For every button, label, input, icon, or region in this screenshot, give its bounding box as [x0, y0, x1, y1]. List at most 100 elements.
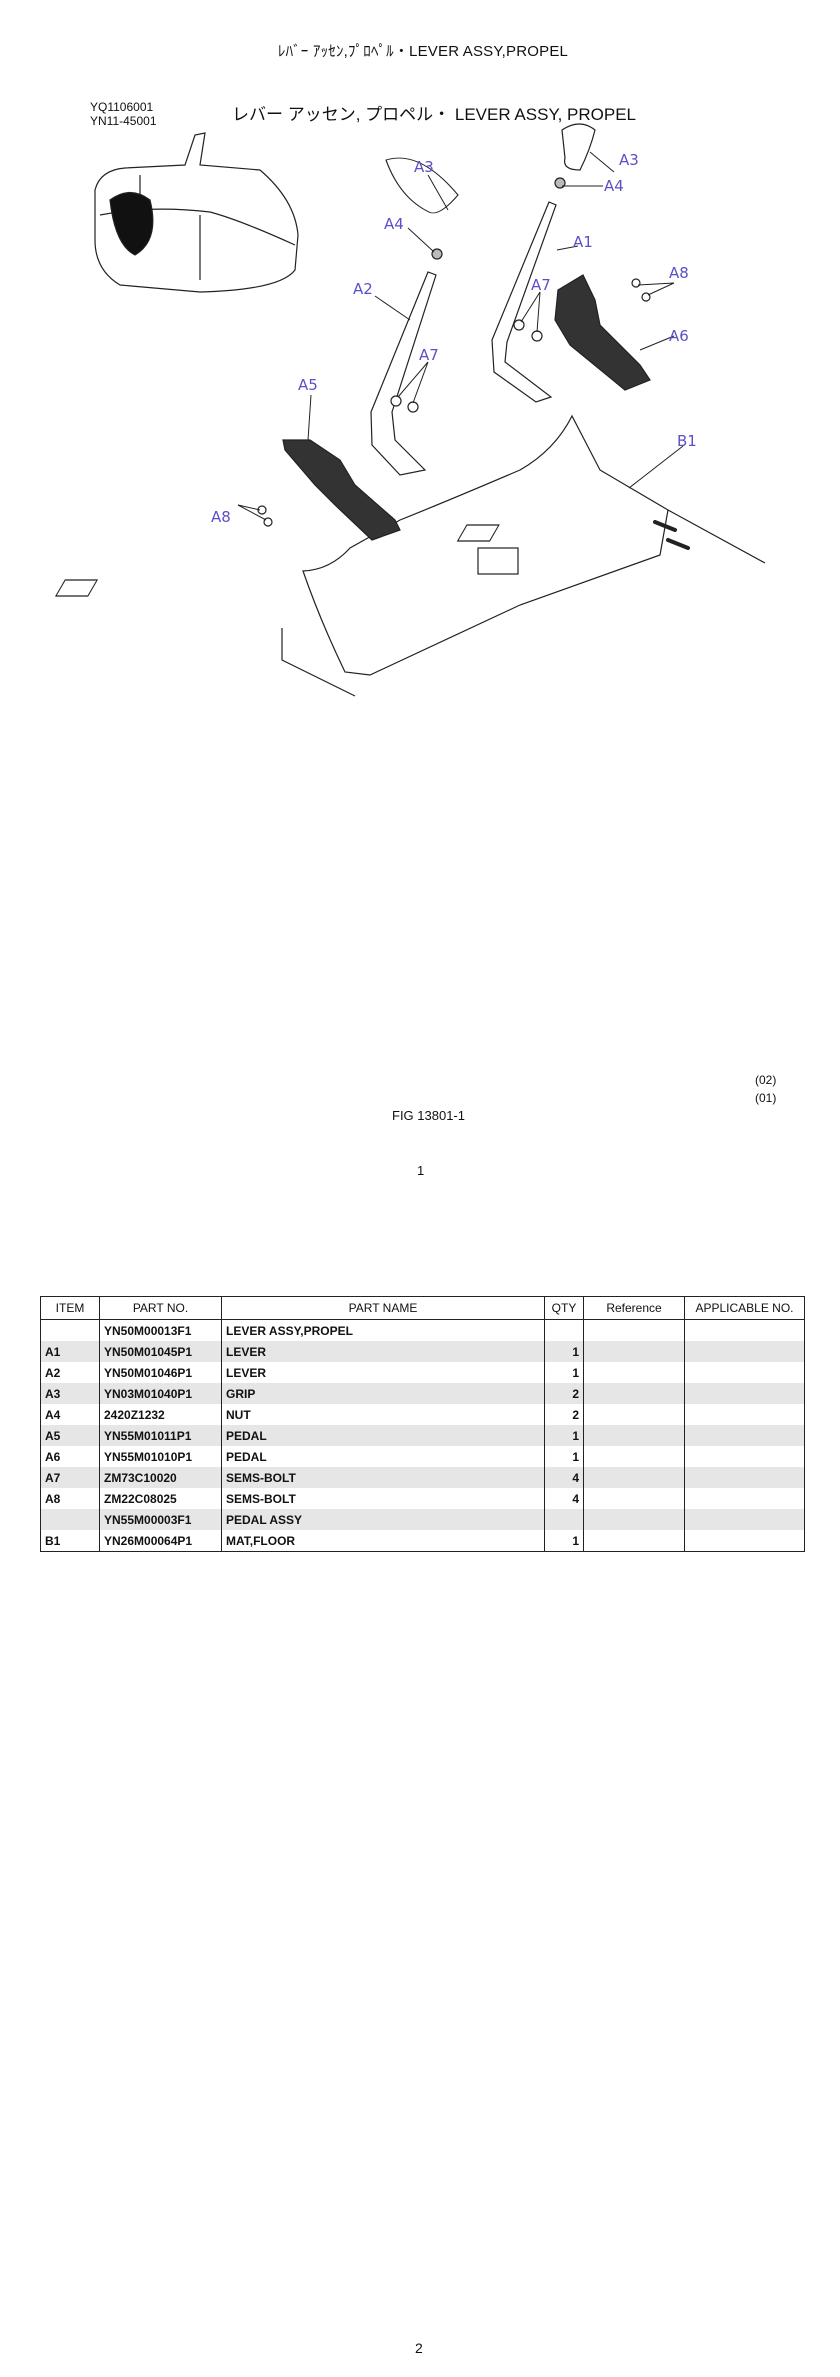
- col-header-reference: Reference: [583, 1296, 685, 1320]
- cell-ref: [583, 1425, 685, 1446]
- page-title: ﾚﾊﾞｰ ｱｯｾﾝ,ﾌﾟﾛﾍﾟﾙ・LEVER ASSY,PROPEL: [277, 43, 569, 60]
- cell-applicable: [684, 1404, 805, 1425]
- cell-applicable: [684, 1467, 805, 1488]
- lever-a1: [491, 123, 596, 403]
- cell-ref: [583, 1467, 685, 1488]
- table-row: A2 YN50M01046P1 LEVER 1: [40, 1362, 805, 1383]
- page-number: 2: [415, 2340, 423, 2356]
- cell-item: A5: [40, 1425, 100, 1446]
- table-row: A4 2420Z1232 NUT 2: [40, 1404, 805, 1425]
- bolts: [257, 278, 651, 527]
- cell-qty: [544, 1509, 584, 1530]
- cell-part-no: YN55M01010P1: [99, 1446, 222, 1467]
- col-header-part-name: PART NAME: [221, 1296, 545, 1320]
- cell-name: PEDAL: [221, 1425, 545, 1446]
- cell-applicable: [684, 1319, 805, 1341]
- callouts: A3 A3 A4 A4 A1 A2 A8 A7 A7 A6 A5 B1 A8: [211, 151, 697, 526]
- cell-item: A4: [40, 1404, 100, 1425]
- cell-ref: [583, 1319, 685, 1341]
- col-header-item: ITEM: [40, 1296, 100, 1320]
- sub-page-number: 1: [417, 1163, 425, 1178]
- cell-item: A7: [40, 1467, 100, 1488]
- callout-a4: A4: [604, 177, 624, 195]
- cell-ref: [583, 1362, 685, 1383]
- callout-a8: A8: [211, 508, 231, 526]
- table-row: YN50M00013F1 LEVER ASSY,PROPEL: [40, 1319, 805, 1341]
- cell-name: LEVER ASSY,PROPEL: [221, 1319, 545, 1341]
- leader-lines: [237, 151, 684, 521]
- cell-ref: [583, 1341, 685, 1362]
- callout-b1: B1: [677, 432, 697, 450]
- cell-part-no: YN55M01011P1: [99, 1425, 222, 1446]
- cell-name: LEVER: [221, 1362, 545, 1383]
- figure-number: FIG 13801-1: [392, 1108, 465, 1123]
- table-header-row: ITEM PART NO. PART NAME QTY Reference AP…: [40, 1296, 805, 1320]
- cell-part-no: YN50M00013F1: [99, 1319, 222, 1341]
- table-row: A8 ZM22C08025 SEMS-BOLT 4: [40, 1488, 805, 1509]
- table-row: B1 YN26M00064P1 MAT,FLOOR 1: [40, 1530, 805, 1552]
- table-row: YN55M00003F1 PEDAL ASSY: [40, 1509, 805, 1530]
- cell-qty: 1: [544, 1425, 584, 1446]
- table-row: A1 YN50M01045P1 LEVER 1: [40, 1341, 805, 1362]
- callout-a4: A4: [384, 215, 404, 233]
- pedal-a5: [282, 439, 401, 541]
- col-header-qty: QTY: [544, 1296, 584, 1320]
- cell-part-no: YN50M01045P1: [99, 1341, 222, 1362]
- cell-applicable: [684, 1383, 805, 1404]
- cell-applicable: [684, 1509, 805, 1530]
- callout-a7: A7: [419, 346, 439, 364]
- cell-ref: [583, 1446, 685, 1467]
- cell-applicable: [684, 1362, 805, 1383]
- revision-mark: (01): [755, 1091, 777, 1105]
- cell-part-no: YN03M01040P1: [99, 1383, 222, 1404]
- cell-qty: 2: [544, 1383, 584, 1404]
- cell-applicable: [684, 1488, 805, 1509]
- parts-table: ITEM PART NO. PART NAME QTY Reference AP…: [40, 1296, 805, 1552]
- cell-applicable: [684, 1446, 805, 1467]
- cell-applicable: [684, 1425, 805, 1446]
- callout-a3: A3: [619, 151, 639, 169]
- parts-diagram: A3 A3 A4 A4 A1 A2 A8 A7 A7 A6 A5 B1 A8: [54, 123, 766, 697]
- cell-qty: 1: [544, 1530, 584, 1552]
- col-header-applicable-no: APPLICABLE NO.: [684, 1296, 805, 1320]
- cell-item: A6: [40, 1446, 100, 1467]
- cell-qty: 1: [544, 1362, 584, 1383]
- callout-a2: A2: [353, 280, 373, 298]
- floor-mat-b1: [54, 414, 766, 697]
- pedal-a6: [554, 274, 651, 391]
- cell-part-no: ZM73C10020: [99, 1467, 222, 1488]
- cell-item: A3: [40, 1383, 100, 1404]
- cell-item: A1: [40, 1341, 100, 1362]
- cell-part-no: ZM22C08025: [99, 1488, 222, 1509]
- cell-qty: 1: [544, 1446, 584, 1467]
- figure-codes: YQ1106001 YN11-45001: [90, 100, 157, 128]
- callout-a5: A5: [298, 376, 318, 394]
- cell-name: SEMS-BOLT: [221, 1467, 545, 1488]
- cell-ref: [583, 1509, 685, 1530]
- cell-part-no: YN55M00003F1: [99, 1509, 222, 1530]
- revision-mark: (02): [755, 1073, 777, 1087]
- callout-a1: A1: [573, 233, 593, 251]
- cell-item: [40, 1509, 100, 1530]
- col-header-part-no: PART NO.: [99, 1296, 222, 1320]
- callout-a3: A3: [414, 158, 434, 176]
- lever-a2: [370, 157, 459, 476]
- figure-header: レバー アッセン, プロペル・ LEVER ASSY, PROPEL: [232, 105, 637, 124]
- table-row: A7 ZM73C10020 SEMS-BOLT 4: [40, 1467, 805, 1488]
- cell-applicable: [684, 1341, 805, 1362]
- cell-name: PEDAL: [221, 1446, 545, 1467]
- cell-name: LEVER: [221, 1341, 545, 1362]
- cell-qty: 2: [544, 1404, 584, 1425]
- cell-part-no: 2420Z1232: [99, 1404, 222, 1425]
- cell-name: NUT: [221, 1404, 545, 1425]
- cell-qty: 1: [544, 1341, 584, 1362]
- cell-item: B1: [40, 1530, 100, 1552]
- callout-a7: A7: [531, 276, 551, 294]
- cell-item: A2: [40, 1362, 100, 1383]
- cell-ref: [583, 1404, 685, 1425]
- callout-a8: A8: [669, 264, 689, 282]
- table-row: A5 YN55M01011P1 PEDAL 1: [40, 1425, 805, 1446]
- cell-qty: 4: [544, 1467, 584, 1488]
- figure-code: YN11-45001: [90, 114, 157, 128]
- cell-name: GRIP: [221, 1383, 545, 1404]
